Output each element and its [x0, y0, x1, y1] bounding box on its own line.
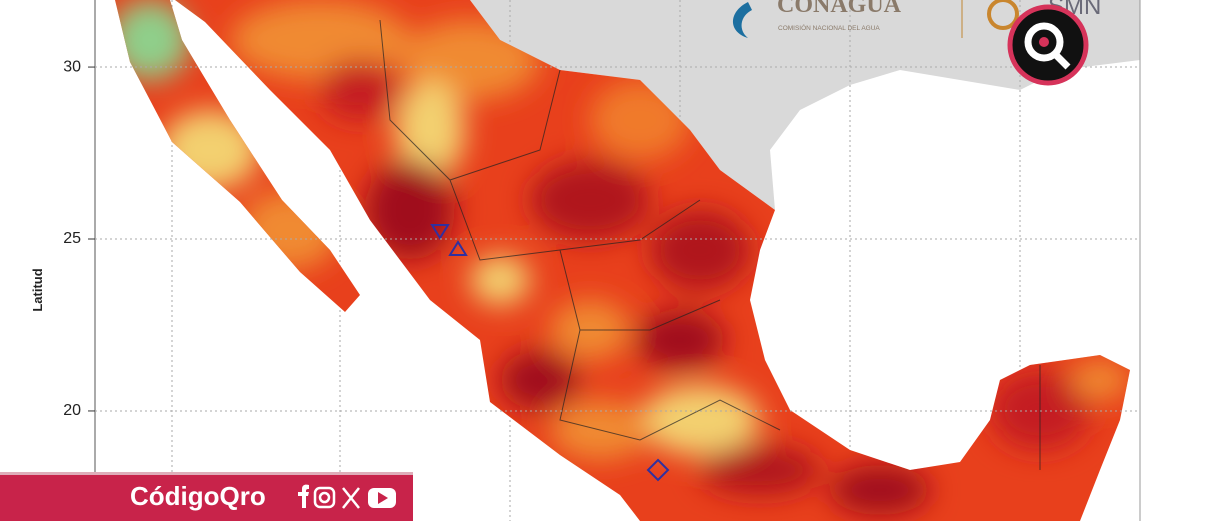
x-icon[interactable]: [342, 487, 360, 509]
footer-edge: [0, 472, 413, 475]
instagram-lens: [318, 491, 331, 504]
conagua-icon: [733, 2, 752, 38]
station-marker: [646, 458, 670, 482]
facebook-icon[interactable]: [298, 484, 309, 508]
conagua-subtitle: COMISIÓN NACIONAL DEL AGUA: [778, 23, 880, 32]
usa-land: [470, 0, 1140, 210]
conagua-logo: CONAGUA COMISIÓN NACIONAL DEL AGUA SMN: [733, 0, 1101, 38]
y-axis-label: Latitud: [30, 268, 45, 311]
codigoqro-badge: [1007, 4, 1089, 86]
conagua-name: CONAGUA: [777, 0, 902, 18]
youtube-play: [378, 492, 388, 504]
footer: CódigoQro: [0, 472, 413, 521]
footer-bar: [0, 472, 413, 521]
y-tick-label: 20: [63, 402, 81, 419]
badge-tail: [1052, 51, 1071, 70]
y-tick-label: 30: [63, 58, 81, 75]
badge-ring: [1024, 22, 1064, 62]
y-tick-label: 25: [63, 230, 81, 247]
footer-brand: CódigoQro: [130, 481, 266, 511]
station-markers: [430, 224, 468, 256]
badge-dot: [1039, 37, 1049, 47]
instagram-icon[interactable]: [313, 486, 336, 509]
latitude-ticks: 30 25 20: [63, 58, 1140, 419]
smn-icon: [987, 0, 1019, 30]
